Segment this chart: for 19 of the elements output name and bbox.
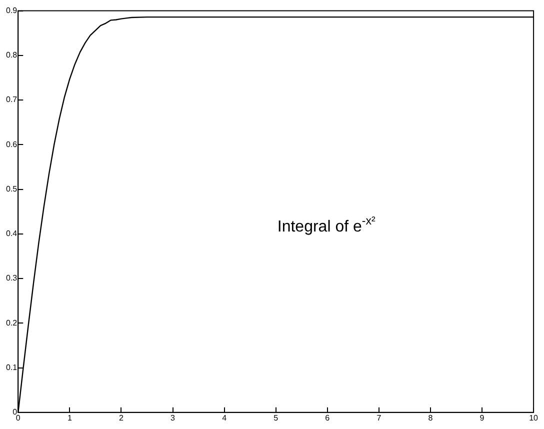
x-tick-label: 2 bbox=[118, 413, 124, 422]
y-tick-label: 0.5 bbox=[6, 184, 18, 194]
x-tick-label: 1 bbox=[67, 413, 72, 422]
x-tick-label: 6 bbox=[325, 413, 330, 422]
x-tick-label: 5 bbox=[274, 413, 279, 422]
y-tick-label: 0.8 bbox=[6, 50, 18, 60]
y-tick-label: 0.1 bbox=[6, 362, 18, 372]
x-tick-label: 8 bbox=[428, 413, 434, 422]
x-tick-label: 3 bbox=[170, 413, 176, 422]
x-tick-label: 7 bbox=[376, 413, 382, 422]
y-tick-label: 0.2 bbox=[6, 318, 18, 328]
y-tick-label: 0.4 bbox=[6, 229, 18, 238]
x-tick-label: 9 bbox=[480, 413, 485, 422]
x-tick-label: 10 bbox=[529, 413, 539, 422]
y-tick-label: 0.9 bbox=[6, 6, 18, 16]
x-tick-label: 4 bbox=[222, 413, 228, 422]
y-tick-label: 0.7 bbox=[6, 95, 18, 104]
y-tick-label: 0.3 bbox=[6, 274, 18, 283]
y-tick-label: 0.6 bbox=[6, 140, 18, 149]
